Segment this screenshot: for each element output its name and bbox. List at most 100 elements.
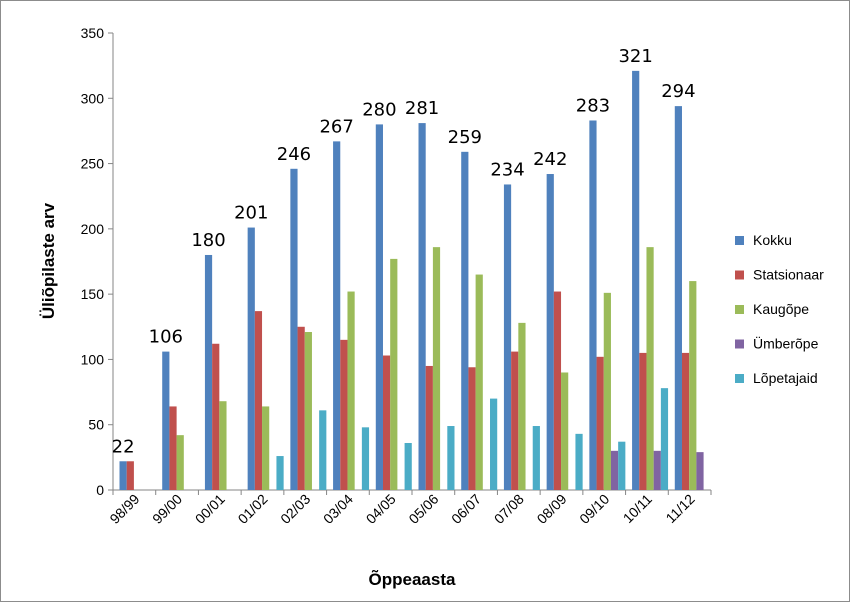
bar-kaugõpe — [646, 247, 654, 490]
bar-ümberõpe — [610, 450, 619, 490]
bar-statsionaar — [681, 352, 690, 490]
bar-statsionaar — [169, 406, 177, 490]
bar-kaugõpe — [518, 322, 526, 490]
bar-data-label: 281 — [405, 98, 439, 119]
bar-statsionaar — [639, 352, 647, 490]
bar-kokku — [674, 106, 682, 491]
x-tick-label: 98/99 — [106, 491, 142, 527]
bar-kokku — [162, 351, 170, 490]
x-tick-label: 11/12 — [662, 491, 698, 527]
bar-kaugõpe — [603, 292, 611, 490]
x-axis-title: Õppeaasta — [369, 569, 456, 589]
x-tick-label: 08/09 — [534, 491, 570, 527]
bar-statsionaar — [254, 311, 263, 490]
y-axis-title: Üliõpilaste arv — [39, 202, 58, 319]
legend: Kokku Statsionaar Kaugõpe Ümberõpe Lõpetajai… — [735, 232, 824, 386]
legend-label: Kokku — [753, 232, 792, 248]
bar-kaugõpe — [432, 247, 441, 490]
bar-kokku — [546, 174, 554, 490]
bar-lõpetajaid — [361, 427, 370, 490]
bar-lõpetajaid — [490, 398, 498, 490]
bar-data-label: 259 — [448, 127, 482, 148]
bar-kaugõpe — [304, 332, 312, 490]
bar-kokku — [589, 120, 597, 491]
bars — [119, 70, 704, 491]
legend-label: Statsionaar — [753, 267, 824, 283]
bar-statsionaar — [511, 351, 519, 490]
x-tick-label: 09/10 — [576, 491, 612, 527]
y-tick-label: 200 — [81, 221, 105, 237]
bar-kaugõpe — [262, 406, 270, 490]
bar-lõpetajaid — [618, 441, 626, 490]
bar-kokku — [119, 461, 127, 490]
bar-lõpetajaid — [575, 433, 583, 490]
bar-lõpetajaid — [276, 456, 284, 490]
bar-kaugõpe — [689, 281, 697, 490]
bar-kokku — [632, 70, 640, 490]
y-tick-label: 50 — [88, 417, 104, 433]
bar-data-label: 22 — [112, 436, 135, 457]
bar-lõpetajaid — [447, 426, 455, 490]
x-tick-label: 05/06 — [405, 491, 441, 527]
legend-label: Lõpetajaid — [753, 370, 818, 386]
bar-kaugõpe — [390, 258, 398, 490]
x-tick-label: 10/11 — [620, 491, 656, 527]
bar-statsionaar — [553, 291, 562, 490]
bar-data-label: 201 — [234, 203, 268, 224]
bar-lõpetajaid — [404, 442, 412, 490]
bar-statsionaar — [126, 461, 134, 490]
bar-statsionaar — [340, 339, 348, 490]
bar-data-label: 234 — [490, 159, 524, 180]
bar-kaugõpe — [219, 401, 227, 490]
bar-lõpetajaid — [532, 426, 540, 490]
x-tick-label: 01/02 — [235, 491, 271, 527]
y-tick-label: 100 — [81, 351, 105, 367]
x-tick-label: 00/01 — [192, 491, 228, 527]
bar-kokku — [375, 124, 383, 491]
bar-data-label: 280 — [362, 99, 396, 120]
bar-kokku — [247, 227, 255, 490]
bar-kokku — [333, 141, 341, 491]
bar-data-label: 106 — [149, 327, 183, 348]
bar-ümberõpe — [696, 452, 704, 490]
y-tick-label: 250 — [81, 156, 105, 172]
bar-kaugõpe — [347, 291, 355, 490]
x-tick-label: 07/08 — [491, 491, 527, 527]
bar-statsionaar — [297, 326, 305, 490]
x-tick-label: 04/05 — [363, 491, 399, 527]
bar-data-label: 283 — [576, 95, 610, 116]
bar-data-label: 180 — [191, 230, 225, 251]
legend-label: Kaugõpe — [753, 301, 809, 317]
data-labels: 22 106 180 201 246 267 280 281 259 234 242 283 321 29… — [112, 46, 696, 457]
bar-data-label: 246 — [277, 144, 311, 165]
legend-swatch — [735, 339, 744, 349]
x-tick-label: 02/03 — [277, 491, 313, 527]
bar-kaugõpe — [561, 372, 569, 490]
bar-statsionaar — [425, 365, 433, 490]
legend-label: Ümberõpe — [753, 335, 819, 352]
x-tick-label: 06/07 — [448, 491, 484, 527]
y-tick-label: 150 — [81, 286, 105, 302]
bar-statsionaar — [212, 343, 220, 490]
bar-kokku — [290, 168, 298, 490]
y-tick-label: 350 — [81, 25, 105, 41]
bar-lõpetajaid — [660, 388, 669, 490]
bar-data-label: 321 — [618, 46, 652, 67]
bar-statsionaar — [596, 356, 604, 490]
bar-ümberõpe — [653, 450, 661, 490]
y-tick-label: 300 — [81, 90, 105, 106]
x-tick-label: 99/00 — [149, 491, 185, 527]
x-tick-label: 03/04 — [320, 491, 356, 527]
legend-swatch — [735, 270, 744, 280]
bar-kokku — [461, 151, 469, 490]
bar-kokku — [204, 254, 213, 490]
bar-data-label: 242 — [533, 149, 567, 170]
bar-lõpetajaid — [319, 410, 327, 490]
bar-statsionaar — [382, 355, 391, 490]
bar-data-label: 267 — [319, 116, 353, 137]
bar-kokku — [503, 184, 512, 490]
legend-swatch — [735, 305, 744, 314]
legend-swatch — [735, 236, 744, 245]
